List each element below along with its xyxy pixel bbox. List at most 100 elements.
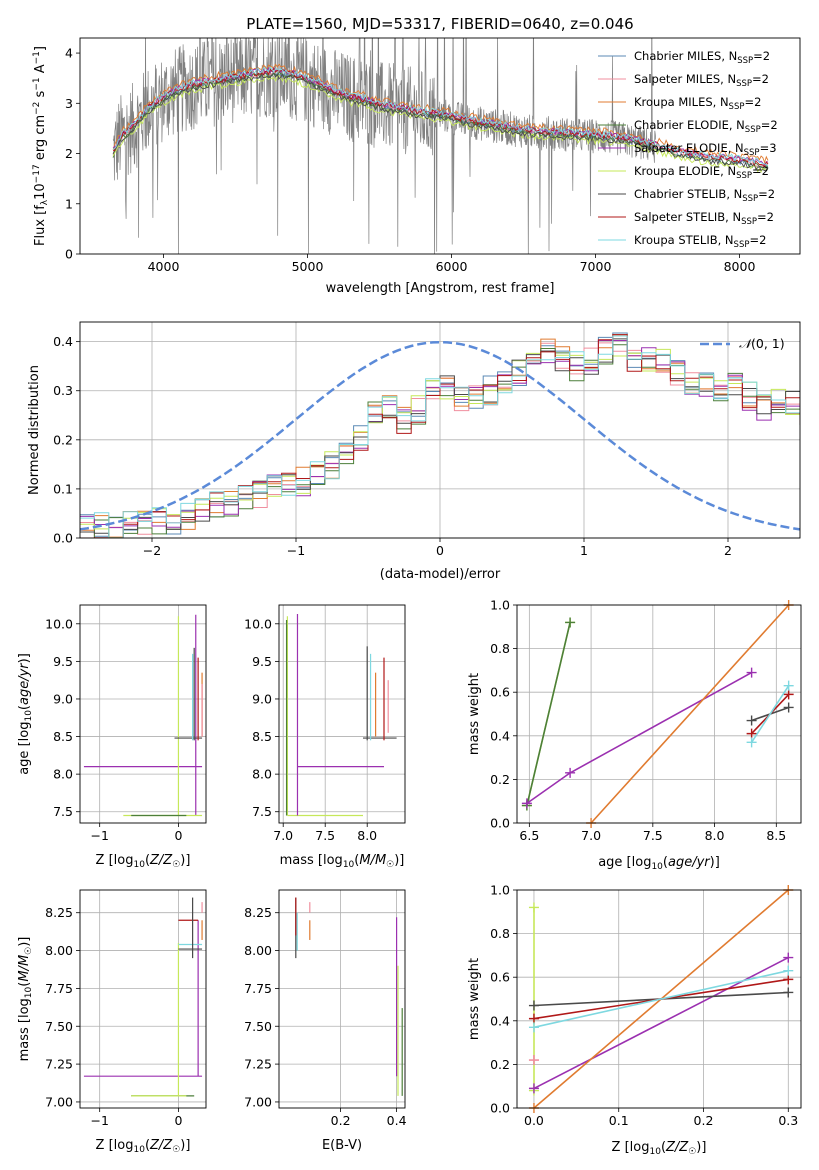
y-tick-label: 0.0: [490, 1101, 510, 1116]
weight-marker: [783, 689, 794, 700]
label-part: 10: [24, 710, 34, 722]
axes-frame: [79, 889, 207, 1109]
z-vs-mass-y-label: mass [log10(M/M☉)]: [17, 937, 34, 1062]
label-part: erg cm: [33, 115, 48, 164]
x-tick-label: 6000: [436, 259, 468, 274]
y-tick-label: 0.4: [53, 334, 73, 349]
z-vs-mass-grid: [80, 890, 206, 1108]
legend-sub: SSP: [742, 194, 758, 204]
z-vs-mass-weight-plot-area: [528, 885, 794, 1113]
y-tick-label: 7.5: [252, 804, 272, 819]
histogram-series-1: [80, 342, 800, 538]
y-tick-label: 10.0: [45, 616, 73, 631]
x-tick-label: 0.3: [778, 1113, 798, 1128]
axes-frame: [79, 37, 801, 255]
label-part: Z/Z: [665, 1140, 689, 1155]
legend-base: Kroupa ELODIE, N: [634, 164, 736, 178]
label-part: M/M: [17, 955, 32, 982]
y-tick-label: 7.25: [45, 1057, 73, 1072]
legend-entry: Chabrier ELODIE, NSSP=2: [634, 118, 778, 135]
z-vs-age-panel: −1 07.58.08.59.09.510.0Z [log10(Z/Z☉)]age…: [17, 604, 207, 870]
label-part: ]: [33, 46, 48, 51]
label-part: )]: [696, 1140, 706, 1155]
spectrum-panel: 4000 5000 6000 7000 8000 0 1 2 3 4 wavelength [Ang…: [32, 37, 801, 296]
x-axis-label: mass [log10(M/M☉)]: [280, 853, 405, 870]
legend-suffix: =2: [757, 210, 774, 224]
legend-entry: Salpeter STELIB, NSSP=2: [634, 210, 774, 227]
x-tick-label: 0: [174, 828, 182, 843]
weight-marker: [783, 965, 794, 976]
histogram-series-2: [80, 334, 800, 538]
weight-marker: [528, 1000, 539, 1011]
label-part: mass weight: [467, 673, 482, 755]
x-tick-label: 5000: [292, 259, 324, 274]
histogram-y-label: Normed distribution: [27, 365, 42, 495]
label-part: age [log: [17, 722, 32, 775]
label-part: ☉: [172, 860, 180, 870]
mass-vs-age-plot-area: [285, 614, 397, 817]
legend-sub: SSP: [736, 79, 752, 89]
legend-entry: Salpeter MILES, NSSP=2: [634, 72, 769, 89]
x-tick-label: 8.0: [357, 828, 377, 843]
y-tick-label: 7.00: [45, 1094, 73, 1109]
ebv-vs-mass-grid: [279, 890, 405, 1108]
y-tick-label: 0.0: [490, 816, 510, 831]
y-tick-label: 7.50: [244, 1019, 272, 1034]
y-tick-label: 3: [65, 96, 73, 111]
label-part: (data-model)/error: [380, 567, 501, 582]
x-axis-label: Z [log10(Z/Z☉)]: [96, 853, 191, 870]
weight-marker: [783, 974, 794, 985]
weight-line: [526, 622, 571, 806]
x-tick-label: 8.5: [766, 828, 786, 843]
weight-marker: [528, 1013, 539, 1024]
legend-entry: Kroupa STELIB, NSSP=2: [634, 233, 766, 250]
histogram-plot-area: [80, 332, 800, 538]
y-tick-label: 0.0: [53, 531, 73, 546]
legend-sub: SSP: [744, 148, 760, 158]
x-tick-label: 7.5: [315, 828, 335, 843]
legend-sub: SSP: [729, 102, 745, 112]
label-part: −1: [32, 51, 42, 64]
weight-marker: [521, 798, 532, 809]
x-axis-label: Z [log10(Z/Z☉)]: [96, 1138, 191, 1155]
label-part: (: [17, 705, 32, 710]
x-tick-label: 7.0: [273, 828, 293, 843]
legend-suffix: =3: [760, 141, 777, 155]
label-part: )]: [180, 853, 190, 868]
legend-entry: Kroupa MILES, NSSP=2: [634, 95, 761, 112]
legend-sub: SSP: [736, 171, 752, 181]
legend-suffix: =2: [753, 49, 770, 63]
residual-histogram-grid: [80, 322, 800, 539]
label-part: −1: [32, 77, 42, 90]
x-tick-label: −1: [90, 828, 108, 843]
y-tick-label: 7.75: [45, 981, 73, 996]
label-part: )]: [180, 1138, 190, 1153]
histogram-series-4: [80, 340, 800, 529]
histogram-series-7: [80, 334, 800, 538]
z-vs-age-plot-area: [83, 614, 203, 817]
figure-title: PLATE=1560, MJD=53317, FIBERID=0640, z=0…: [246, 15, 633, 33]
label-part: (: [145, 853, 150, 868]
ebv-vs-mass-panel: 0.2 0.4 7.00 7.25 7.50 7.75 8.00 8.25 E(B-V): [244, 889, 407, 1153]
x-tick-label: 0: [436, 543, 444, 558]
label-part: (: [145, 1138, 150, 1153]
label-part: 10: [24, 986, 34, 998]
y-tick-label: 0.8: [490, 926, 510, 941]
y-tick-label: 7.50: [45, 1019, 73, 1034]
axes-frame: [516, 604, 802, 824]
label-part: )]: [17, 653, 32, 663]
label-part: Z/Z: [149, 853, 173, 868]
label-part: Z [log: [96, 853, 134, 868]
y-tick-label: 0.6: [490, 970, 510, 985]
z-vs-age-y-label: age [log10(age/yr)]: [17, 653, 34, 775]
z-vs-mass-weight-panel: 0.0 0.1 0.2 0.3 0.0 0.2 0.4 0.6 0.8 1.0 Z [log10(Z…: [467, 883, 802, 1157]
label-part: age/yr: [668, 855, 711, 870]
label-part: age/yr: [17, 662, 32, 705]
y-tick-label: 1.0: [490, 598, 510, 613]
label-part: ☉: [24, 947, 34, 955]
legend-base: Kroupa STELIB, N: [634, 233, 734, 247]
x-axis-label: wavelength [Angstrom, rest frame]: [326, 281, 555, 296]
ebv-vs-mass-plot-area: [295, 897, 403, 1096]
legend-sub: SSP: [737, 56, 753, 66]
y-tick-label: 7.00: [244, 1094, 272, 1109]
